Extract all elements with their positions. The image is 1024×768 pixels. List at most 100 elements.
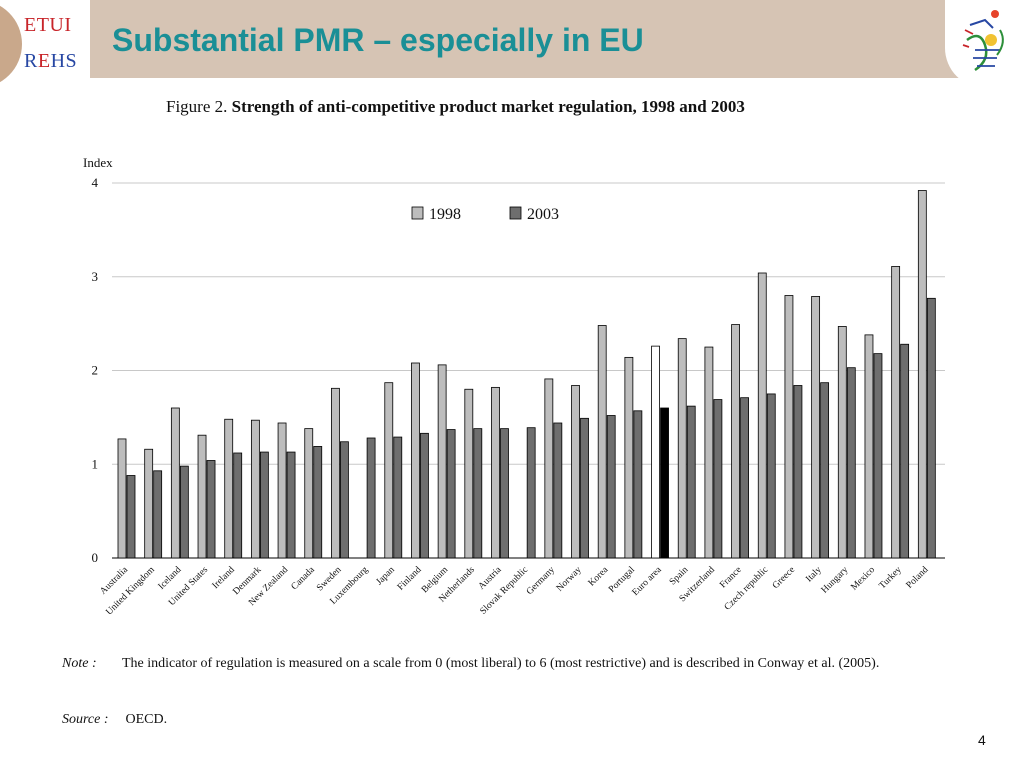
bar-2003-portugal — [633, 410, 643, 559]
bar-2003-canada — [313, 446, 323, 559]
bar-1998-czech-republic — [757, 272, 767, 559]
bar-2003-finland — [420, 432, 429, 559]
bar-1998-turkey — [891, 266, 901, 559]
caption-prefix: Figure 2. — [166, 97, 228, 116]
bar-2003-slovak-republic — [526, 427, 536, 559]
bar-1998-portugal — [624, 356, 634, 559]
x-tick-label: Korea — [587, 565, 611, 589]
bar-2003-iceland — [179, 465, 189, 559]
legend-label-1998: 1998 — [429, 206, 461, 223]
x-tick-label: Slovak Republic — [479, 565, 531, 617]
bar-1998-united-states — [197, 434, 207, 559]
figure-source: Source : OECD. — [62, 712, 167, 728]
bar-2003-france — [740, 397, 749, 559]
logo-text-etui: ETUI — [24, 14, 72, 36]
x-tick-label: Norway — [555, 565, 584, 594]
bars — [117, 190, 936, 559]
y-tick-label: 0 — [92, 550, 99, 565]
x-tick-label: Italy — [804, 565, 824, 585]
x-tick-label: United Kingdom — [104, 565, 157, 618]
bar-2003-hungary — [846, 367, 856, 559]
bar-1998-france — [731, 324, 740, 559]
etui-rehs-logo: ETUI REHS — [0, 0, 90, 88]
legend-swatch-1998 — [411, 206, 424, 220]
x-tick-label: Japan — [375, 565, 398, 588]
y-tick-label: 3 — [92, 269, 99, 284]
x-tick-label: Hungary — [820, 565, 851, 596]
x-tick-label: Germany — [525, 565, 557, 597]
x-tick-label: Mexico — [849, 565, 877, 593]
bar-2003-germany — [553, 422, 563, 559]
bar-1998-mexico — [864, 334, 874, 559]
bar-2003-switzerland — [713, 399, 723, 559]
note-text: The indicator of regulation is measured … — [122, 656, 880, 671]
bar-2003-luxembourg — [366, 437, 376, 559]
bar-2003-czech-republic — [766, 393, 776, 559]
logo-text-rehs: REHS — [24, 50, 78, 72]
chart-legend: 1998 2003 — [411, 206, 559, 223]
bar-2003-ireland — [233, 452, 243, 559]
bar-1998-austria — [491, 386, 500, 559]
bar-1998-canada — [304, 428, 314, 559]
bar-2003-united-kingdom — [153, 470, 163, 559]
bar-2003-united-states — [206, 460, 216, 559]
logo-arc — [0, 0, 22, 88]
slide-header — [0, 0, 1024, 90]
x-tick-label: Greece — [771, 565, 797, 591]
bar-1998-switzerland — [704, 346, 714, 559]
caption-title: Strength of anti-competitive product mar… — [231, 97, 745, 116]
y-tick-label: 1 — [92, 456, 99, 471]
source-label: Source : — [62, 712, 109, 727]
bar-1998-united-kingdom — [144, 448, 154, 559]
bar-2003-japan — [393, 436, 403, 559]
bar-2003-norway — [580, 417, 589, 559]
bar-1998-poland — [917, 190, 927, 559]
bar-1998-japan — [384, 382, 394, 559]
bar-1998-greece — [784, 295, 794, 559]
bar-2003-new-zealand — [286, 451, 296, 559]
x-tick-label: France — [718, 565, 743, 590]
bar-2003-greece — [793, 385, 803, 559]
bar-1998-sweden — [331, 387, 340, 559]
y-axis-label: Index — [83, 155, 113, 170]
bar-2003-euro-area — [660, 407, 669, 559]
legend-label-2003: 2003 — [527, 206, 559, 223]
bar-1998-euro-area — [651, 345, 660, 559]
bar-2003-turkey — [900, 343, 910, 559]
bar-1998-germany — [544, 378, 554, 559]
bar-2003-netherlands — [473, 428, 483, 559]
bar-1998-italy — [811, 296, 821, 559]
x-tick-label: Turkey — [878, 565, 904, 591]
y-tick-label: 2 — [92, 363, 99, 378]
x-tick-label: Canada — [290, 565, 318, 593]
bar-2003-australia — [126, 475, 136, 559]
bar-1998-iceland — [170, 407, 180, 559]
figure-caption: Figure 2. Strength of anti-competitive p… — [166, 97, 745, 117]
bar-1998-korea — [597, 325, 607, 559]
bar-1998-ireland — [224, 418, 234, 559]
bar-2003-poland — [926, 297, 936, 559]
bar-1998-finland — [411, 362, 420, 559]
bar-2003-mexico — [873, 353, 883, 559]
page-number: 4 — [978, 732, 986, 748]
bar-1998-belgium — [437, 364, 447, 559]
y-axis-ticks: 0 1 2 3 4 — [92, 175, 99, 565]
bar-2003-belgium — [446, 429, 456, 559]
bar-2003-spain — [686, 405, 696, 559]
header-divider — [0, 78, 1024, 90]
slide-title: Substantial PMR – especially in EU — [112, 22, 644, 58]
bar-2003-sweden — [340, 441, 349, 559]
bar-1998-norway — [571, 385, 580, 559]
bar-1998-new-zealand — [277, 422, 287, 559]
x-tick-label: Poland — [905, 565, 931, 591]
source-text: OECD. — [125, 712, 168, 727]
bar-2003-denmark — [259, 451, 269, 559]
bar-2003-korea — [606, 415, 616, 559]
bar-1998-spain — [677, 338, 687, 559]
y-tick-label: 4 — [92, 175, 99, 190]
bar-1998-denmark — [250, 419, 260, 559]
x-tick-label: Euro area — [631, 564, 665, 598]
bar-1998-netherlands — [464, 388, 474, 559]
